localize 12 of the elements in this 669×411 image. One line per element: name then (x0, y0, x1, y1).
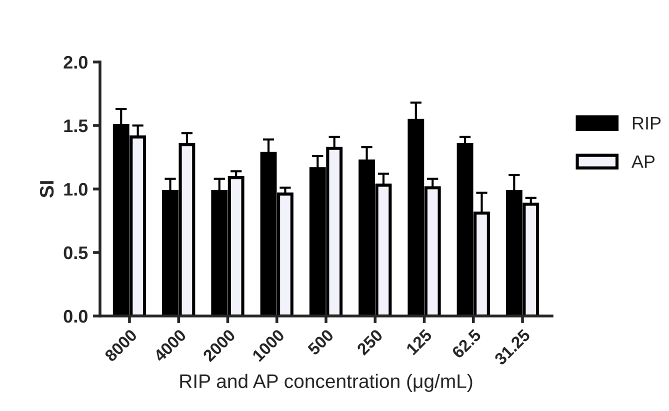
y-tick-label: 0.5 (64, 246, 88, 260)
y-tick-label: 1.0 (64, 182, 88, 196)
legend-label: RIP (632, 117, 661, 130)
x-tick-label: 500 (307, 328, 334, 356)
y-tick-label: 1.5 (64, 120, 88, 132)
x-tick-label: 250 (356, 328, 384, 356)
y-tick-label: 2.0 (64, 56, 88, 69)
x-tick-label: 125 (406, 328, 433, 356)
y-tick-label: 0.0 (64, 310, 88, 323)
legend-label: AP (631, 156, 655, 168)
y-axis-title: SI (40, 181, 54, 198)
x-axis-title: RIP and AP concentration (μg/mL) (180, 374, 472, 392)
